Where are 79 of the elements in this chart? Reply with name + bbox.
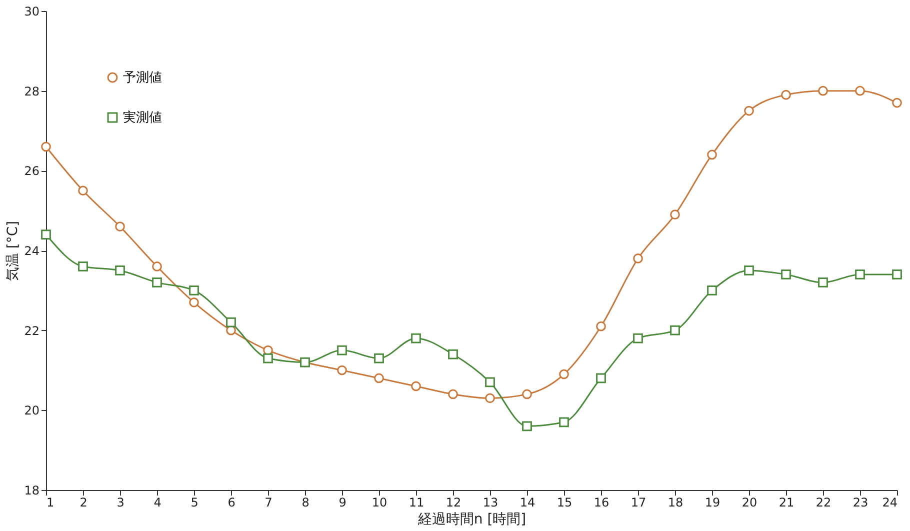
point bbox=[448, 389, 458, 400]
point bbox=[263, 353, 273, 364]
x-tick-label: 12 bbox=[446, 496, 462, 510]
point bbox=[78, 186, 88, 196]
x-tick-label: 13 bbox=[482, 496, 498, 510]
x-tick-label: 17 bbox=[630, 496, 646, 510]
x-tick-label: 5 bbox=[190, 496, 198, 510]
x-axis-title: 経過時間n [時間] bbox=[416, 512, 526, 528]
point bbox=[522, 389, 532, 400]
point bbox=[818, 86, 828, 96]
y-tick-label: 28 bbox=[24, 84, 40, 98]
x-tick-label: 6 bbox=[228, 496, 236, 510]
point bbox=[41, 142, 51, 152]
point bbox=[781, 90, 791, 100]
x-tick-label: 16 bbox=[594, 496, 610, 510]
y-tick-label: 30 bbox=[24, 4, 40, 18]
point bbox=[485, 393, 495, 404]
point bbox=[670, 325, 680, 336]
point bbox=[522, 421, 532, 432]
y-tick-label: 18 bbox=[24, 484, 40, 498]
point bbox=[374, 353, 384, 364]
x-tick-label: 2 bbox=[80, 496, 88, 510]
x-tick-label: 10 bbox=[372, 496, 388, 510]
x-tick-label: 20 bbox=[742, 496, 758, 510]
point bbox=[744, 106, 754, 116]
point bbox=[559, 369, 569, 380]
y-tick-label: 22 bbox=[24, 324, 40, 338]
point bbox=[337, 345, 347, 356]
x-tick-label: 4 bbox=[154, 496, 162, 510]
point bbox=[152, 278, 162, 288]
point bbox=[559, 417, 569, 428]
x-tick-label: 24 bbox=[882, 496, 898, 510]
point bbox=[596, 373, 606, 384]
point bbox=[670, 210, 680, 220]
point bbox=[226, 317, 236, 328]
point bbox=[633, 333, 643, 344]
point bbox=[892, 98, 902, 108]
point bbox=[41, 230, 51, 240]
point bbox=[337, 365, 347, 376]
point bbox=[892, 270, 902, 280]
point bbox=[781, 270, 791, 280]
x-tick-label: 3 bbox=[116, 496, 124, 510]
x-tick-label: 14 bbox=[520, 496, 536, 510]
x-tick-label: 19 bbox=[704, 496, 720, 510]
y-tick-label: 20 bbox=[24, 404, 40, 418]
point bbox=[855, 270, 865, 280]
y-tick-label: 24 bbox=[24, 244, 40, 258]
point bbox=[633, 254, 643, 264]
point bbox=[189, 297, 199, 308]
point bbox=[411, 381, 421, 392]
point bbox=[818, 278, 828, 288]
point bbox=[115, 222, 125, 232]
x-tick-label: 1 bbox=[46, 496, 54, 510]
point bbox=[485, 377, 495, 388]
x-tick-label: 23 bbox=[852, 496, 868, 510]
point bbox=[189, 285, 199, 296]
x-tick-label: 18 bbox=[668, 496, 684, 510]
point bbox=[411, 333, 421, 344]
point bbox=[707, 285, 717, 296]
x-tick-label: 15 bbox=[556, 496, 572, 510]
point bbox=[374, 373, 384, 384]
point bbox=[78, 262, 88, 272]
x-tick-label: 9 bbox=[338, 496, 346, 510]
y-tick-label: 26 bbox=[24, 164, 40, 178]
point bbox=[596, 321, 606, 332]
point bbox=[855, 86, 865, 96]
x-tick-label: 11 bbox=[408, 496, 424, 510]
point bbox=[152, 262, 162, 272]
legend-label: 予測値 bbox=[123, 70, 162, 86]
y-axis-title: 気温 [°C] bbox=[5, 220, 22, 282]
x-tick-label: 22 bbox=[816, 496, 832, 510]
x-tick-label: 7 bbox=[264, 496, 272, 510]
point bbox=[707, 150, 717, 160]
point bbox=[448, 349, 458, 360]
x-tick-label: 21 bbox=[778, 496, 794, 510]
point bbox=[115, 266, 125, 276]
x-tick-label: 8 bbox=[302, 496, 310, 510]
point bbox=[744, 266, 754, 276]
legend-label: 実測値 bbox=[123, 110, 162, 126]
